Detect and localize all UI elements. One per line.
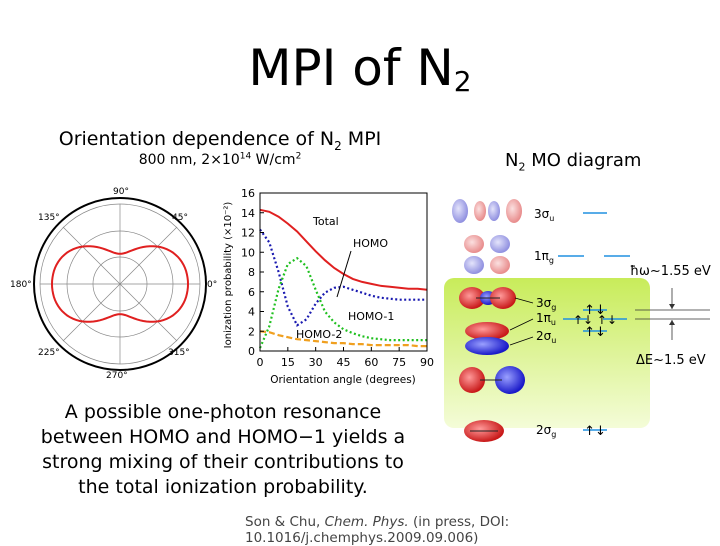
leader-line <box>514 297 534 304</box>
level-label-2su: 2σu <box>536 329 556 345</box>
series-line-homo-1 <box>258 256 427 349</box>
y-tick-label: 6 <box>248 286 255 299</box>
y-tick-label: 2 <box>248 325 255 338</box>
series-line-homo <box>259 228 427 327</box>
orbital-1pg-picture <box>464 235 510 274</box>
electron-pair-3sg: ↑↓ <box>584 303 606 318</box>
orbital-1pu-picture <box>465 322 509 355</box>
orbital-2sg-picture <box>464 420 504 442</box>
series-label-homo-1: HOMO-1 <box>348 310 394 323</box>
series-label-homo: HOMO <box>353 237 388 250</box>
level-label-2sg: 2σg <box>536 423 556 439</box>
polar-outer-ring <box>33 197 207 371</box>
y-tick-label: 8 <box>248 266 255 279</box>
y-tick-label: 0 <box>248 345 255 358</box>
orbital-3sg-picture <box>459 287 516 309</box>
level-label-1pg: 1πg <box>534 249 554 265</box>
mo-diagram-title: N2 MO diagram <box>505 150 642 174</box>
y-tick-label: 4 <box>248 306 255 319</box>
x-tick-label: 90 <box>420 356 434 369</box>
x-tick-label: 45 <box>337 356 351 369</box>
level-label-3sg: 3σg <box>536 296 556 312</box>
resonance-highlight <box>444 278 650 428</box>
orbital-2su-picture <box>459 366 525 394</box>
caption: A possible one-photon resonance between … <box>28 400 418 500</box>
y-tick-label: 14 <box>241 207 255 220</box>
polar-angle-label: 270° <box>106 371 128 381</box>
electron-pair-2su: ↑↓ <box>584 325 606 340</box>
polar-angle-label: 315° <box>168 348 190 358</box>
mo-diagram: 3σu 1πg 3σg 1πu 2σu 2σg ↑↓ ↑↓ ↑↓ ↑↓ ↑↓ <box>444 199 711 442</box>
gap-energy-label: ΔE~1.5 eV <box>636 353 706 368</box>
caption-line: the total ionization probability. <box>78 476 368 498</box>
x-tick-label: 60 <box>364 356 378 369</box>
polar-ionization-curve <box>50 245 190 323</box>
arrowhead <box>669 320 675 325</box>
y-axis-label: Ionization probability (×10⁻²) <box>223 202 234 349</box>
slide-title: MPI of N2 <box>248 39 472 98</box>
polar-angle-label: 225° <box>38 348 60 358</box>
polar-angle-label: 90° <box>113 187 129 197</box>
y-tick-label: 12 <box>241 227 255 240</box>
panel-title: Orientation dependence of N2 MPI <box>58 128 382 153</box>
x-tick-label: 15 <box>281 356 295 369</box>
y-tick-label: 10 <box>241 246 255 259</box>
polar-plot: 90° 45° 0° 315° 270° 225° 180° 135° <box>10 187 217 381</box>
level-label-3su: 3σu <box>534 207 554 223</box>
panel-subtitle: 800 nm, 2×1014 W/cm2 <box>138 151 302 168</box>
series-line-total <box>259 208 428 291</box>
series-label-homo-2: HOMO-2 <box>296 328 342 341</box>
polar-angle-label: 45° <box>172 213 188 223</box>
ionization-line-chart: 0 15 30 45 60 75 90 0 2 4 6 8 10 12 14 16 Orientation … <box>223 187 434 386</box>
x-tick-label: 30 <box>309 356 323 369</box>
polar-angle-label: 180° <box>10 280 32 290</box>
chart-frame <box>259 192 428 352</box>
homo-pointer <box>336 250 352 298</box>
arrowhead <box>669 304 675 309</box>
x-tick-label: 75 <box>392 356 406 369</box>
level-label-1pu: 1πu <box>536 311 556 327</box>
electron-pair-2sg: ↑↓ <box>584 424 606 439</box>
leader-line <box>509 336 534 346</box>
caption-line: A possible one-photon resonance <box>64 401 382 423</box>
electron-pairs-1pu: ↑↓ ↑↓ <box>573 313 617 327</box>
y-tick-label: 16 <box>241 187 255 200</box>
x-axis-label: Orientation angle (degrees) <box>270 374 416 386</box>
polar-angle-label: 135° <box>38 213 60 223</box>
photon-energy-label: ħω~1.55 eV <box>630 264 711 279</box>
series-label-total: Total <box>312 215 339 228</box>
reference-citation: Son & Chu, Chem. Phys. (in press, DOI: 1… <box>245 514 510 546</box>
leader-line <box>509 318 534 331</box>
caption-line: strong mixing of their contributions to <box>42 451 404 473</box>
series-line-homo-2 <box>259 330 427 348</box>
caption-line: between HOMO and HOMO−1 yields a <box>40 426 406 448</box>
orbital-3su-picture <box>452 199 522 223</box>
x-tick-label: 0 <box>257 356 264 369</box>
polar-angle-label: 0° <box>207 280 217 290</box>
